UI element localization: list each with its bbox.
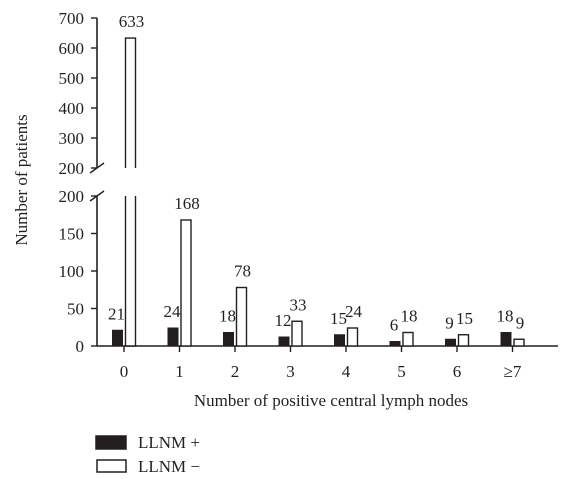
bar-llnm--2: [223, 332, 234, 347]
data-label-llnm--2: 18: [219, 307, 236, 326]
bar-llnm--1: [180, 219, 192, 347]
bar-llnm--0-lower: [124, 196, 137, 347]
bar-llnm--6: [457, 334, 470, 347]
data-label-llnm--6: 9: [445, 313, 454, 332]
legend: LLNM + LLNM −: [95, 433, 200, 476]
y-tick-label-lower-50: 50: [67, 300, 84, 319]
legend-label-llnm-negative: LLNM −: [138, 457, 200, 476]
legend-swatch-llnm-positive: [95, 435, 127, 450]
bar-llnm--gte7: [513, 338, 525, 347]
bar-llnm--gte7: [500, 332, 512, 347]
y-tick-label-upper-400: 400: [59, 99, 85, 118]
bar-llnm--6: [445, 338, 456, 347]
x-tick-label-gte7: ≥7: [504, 362, 522, 381]
bar-llnm--3: [291, 320, 303, 347]
data-label-llnm--3: 33: [290, 295, 307, 314]
x-tick-label-3: 3: [286, 362, 295, 381]
legend-swatch-llnm-negative: [96, 459, 127, 473]
data-label-llnm--5: 6: [390, 316, 399, 335]
data-label-llnm--1: 168: [174, 194, 200, 213]
y-tick-label-upper-300: 300: [59, 129, 85, 148]
x-tick-label-0: 0: [120, 362, 129, 381]
x-tick-label-4: 4: [342, 362, 351, 381]
bar-llnm--4: [334, 334, 345, 347]
data-label-llnm--3: 12: [275, 311, 292, 330]
bars: [112, 37, 525, 347]
data-label-llnm--0: 21: [108, 304, 125, 323]
data-label-llnm--5: 18: [401, 307, 418, 326]
bar-llnm--0: [112, 329, 123, 347]
data-label-llnm--2: 78: [234, 262, 251, 281]
bar-llnm--3: [278, 336, 290, 347]
y-tick-label-lower-200: 200: [59, 187, 85, 206]
bar-llnm--2: [235, 286, 248, 347]
x-tick-label-6: 6: [453, 362, 462, 381]
x-axis-title: Number of positive central lymph nodes: [194, 391, 468, 410]
data-label-llnm--6: 15: [456, 309, 473, 328]
bar-llnm--1: [167, 327, 179, 347]
bar-llnm--0-upper: [124, 37, 137, 168]
legend-label-llnm-positive: LLNM +: [138, 433, 200, 452]
bar-llnm--5: [402, 331, 414, 347]
y-tick-label-lower-150: 150: [59, 225, 85, 244]
bar-llnm--5: [389, 341, 401, 347]
data-label-llnm--gte7: 18: [497, 307, 514, 326]
x-tick-label-1: 1: [175, 362, 184, 381]
data-label-llnm--4: 24: [345, 302, 363, 321]
data-label-llnm--gte7: 9: [516, 313, 525, 332]
x-tick-label-2: 2: [231, 362, 240, 381]
data-label-llnm--4: 15: [330, 309, 347, 328]
y-tick-label-lower-0: 0: [76, 337, 85, 356]
y-tick-label-upper-200: 200: [59, 159, 85, 178]
y-tick-label-upper-700: 700: [59, 9, 85, 28]
data-label-llnm--1: 24: [164, 302, 182, 321]
y-axis-title: Number of patients: [12, 114, 31, 245]
y-tick-label-upper-500: 500: [59, 69, 85, 88]
data-label-llnm--0: 633: [119, 12, 145, 31]
x-tick-label-5: 5: [397, 362, 406, 381]
bar-llnm--4: [346, 327, 359, 347]
y-tick-label-lower-100: 100: [59, 262, 85, 281]
y-tick-label-upper-600: 600: [59, 39, 85, 58]
